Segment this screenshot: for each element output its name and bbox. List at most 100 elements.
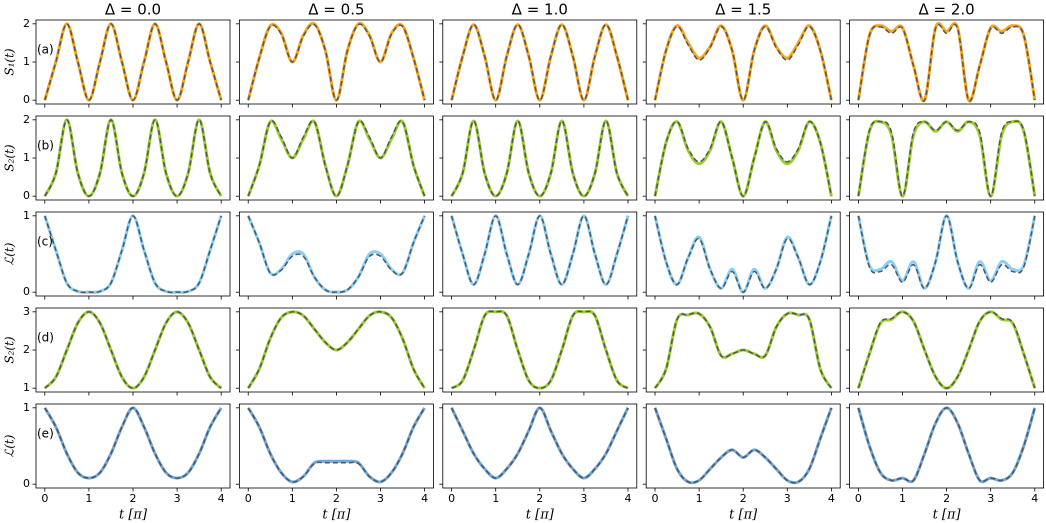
x-tick-label: 2 [740, 492, 747, 505]
panel-label: (a) [37, 43, 54, 57]
panel [846, 307, 1044, 396]
y-tick-label: 1 [23, 209, 30, 222]
x-tick-label: 3 [580, 492, 587, 505]
dashed-line [44, 215, 222, 294]
axes-frame [442, 307, 638, 393]
x-tick-label: 0 [245, 492, 252, 505]
y-axis-label: S₁(t) [3, 48, 17, 76]
x-axis-label: t [π] [933, 508, 962, 523]
y-axis-label: ℒ(t) [3, 434, 17, 457]
y-tick-label: 1 [23, 55, 30, 68]
x-tick-label: 2 [536, 492, 543, 505]
dashed-line [857, 23, 1036, 102]
axes-frame [35, 19, 231, 105]
panel [642, 115, 841, 204]
y-tick-label: 3 [23, 305, 30, 318]
dashed-line [450, 407, 629, 479]
dashed-line [247, 23, 426, 101]
solid-line [653, 120, 833, 198]
solid-line [450, 23, 630, 102]
x-axis-label: t [π] [729, 508, 758, 523]
x-tick-label: 4 [624, 492, 631, 505]
x-tick-label: 2 [943, 492, 950, 505]
solid-line [653, 407, 833, 485]
axes-frame [849, 307, 1044, 393]
panel: 1 2 3 S₂(t) (d) [3, 305, 231, 396]
dashed-line [44, 23, 222, 101]
solid-line [246, 310, 426, 389]
solid-line [856, 119, 1037, 198]
dashed-line [450, 120, 629, 197]
x-tick-label: 2 [130, 492, 137, 505]
solid-line [653, 24, 833, 102]
dashed-line [247, 215, 426, 293]
dashed-line [654, 407, 833, 484]
axes-frame [645, 19, 841, 105]
panel [235, 115, 434, 204]
x-tick-label: 0 [448, 492, 455, 505]
x-tick-label: 0 [855, 492, 862, 505]
panel: 0 1 ℒ(t) (c) [3, 209, 231, 300]
y-tick-label: 2 [23, 17, 30, 30]
axes-frame [442, 19, 638, 105]
x-tick-label: 1 [85, 492, 92, 505]
x-tick-label: 4 [218, 492, 225, 505]
panel-title: Δ = 1.5 [715, 1, 771, 19]
dashed-line [857, 407, 1036, 483]
dashed-line [44, 407, 222, 479]
y-tick-label: 1 [23, 401, 30, 414]
solid-line [856, 214, 1037, 290]
x-tick-label: 1 [899, 492, 906, 505]
panel: 0 1 2 Δ = 0.0 S₁(t) (a) [3, 1, 231, 108]
panel [846, 115, 1044, 204]
panel: Δ = 1.5 [642, 1, 841, 108]
x-axis-label: t [π] [526, 508, 555, 523]
panel-title: Δ = 2.0 [918, 1, 974, 19]
x-tick-label: 2 [333, 492, 340, 505]
solid-line [450, 309, 629, 390]
dashed-line [857, 311, 1036, 389]
dashed-line [654, 312, 833, 389]
axes-frame [35, 115, 231, 201]
panel [235, 211, 434, 300]
panel [439, 115, 638, 204]
panel: 0 1 2 3 4 t [π] [439, 403, 638, 523]
panel: 0 1 2 3 4 t [π] [642, 403, 841, 523]
panel [846, 211, 1044, 300]
solid-line [246, 407, 426, 484]
y-axis-label: S₂(t) [3, 336, 17, 364]
x-tick-label: 1 [492, 492, 499, 505]
x-tick-label: 0 [41, 492, 48, 505]
panel: 0 1 2 3 4 t [π] [235, 403, 434, 523]
dashed-line [857, 215, 1036, 290]
solid-line [856, 406, 1037, 484]
dashed-line [654, 25, 833, 101]
dashed-line [247, 120, 426, 197]
panel: Δ = 0.5 [235, 1, 434, 108]
solid-line [856, 310, 1037, 390]
y-tick-label: 1 [23, 381, 30, 394]
x-tick-label: 3 [784, 492, 791, 505]
x-tick-label: 4 [828, 492, 835, 505]
y-axis-label: S₂(t) [3, 144, 17, 172]
panel: 0 1 2 3 4 t [π] [846, 403, 1044, 523]
solid-line [246, 215, 426, 294]
dashed-line [450, 215, 629, 286]
axes-frame [645, 403, 841, 489]
panel: 0 1 2 3 4 0 1 ℒ(t) (e) t [π] [3, 401, 231, 523]
x-tick-label: 0 [652, 492, 659, 505]
axes-frame [849, 211, 1044, 297]
axes-frame [35, 307, 231, 393]
x-axis-label: t [π] [322, 508, 351, 523]
panel: Δ = 1.0 [439, 1, 638, 108]
panel-title: Δ = 0.5 [308, 1, 364, 19]
dashed-line [247, 407, 426, 483]
panel [439, 307, 638, 396]
axes-frame [645, 115, 841, 201]
panel-label: (b) [37, 139, 54, 153]
solid-line [43, 406, 223, 480]
y-tick-label: 0 [23, 285, 30, 298]
y-axis-label: ℒ(t) [3, 242, 17, 265]
dashed-line [451, 310, 629, 389]
